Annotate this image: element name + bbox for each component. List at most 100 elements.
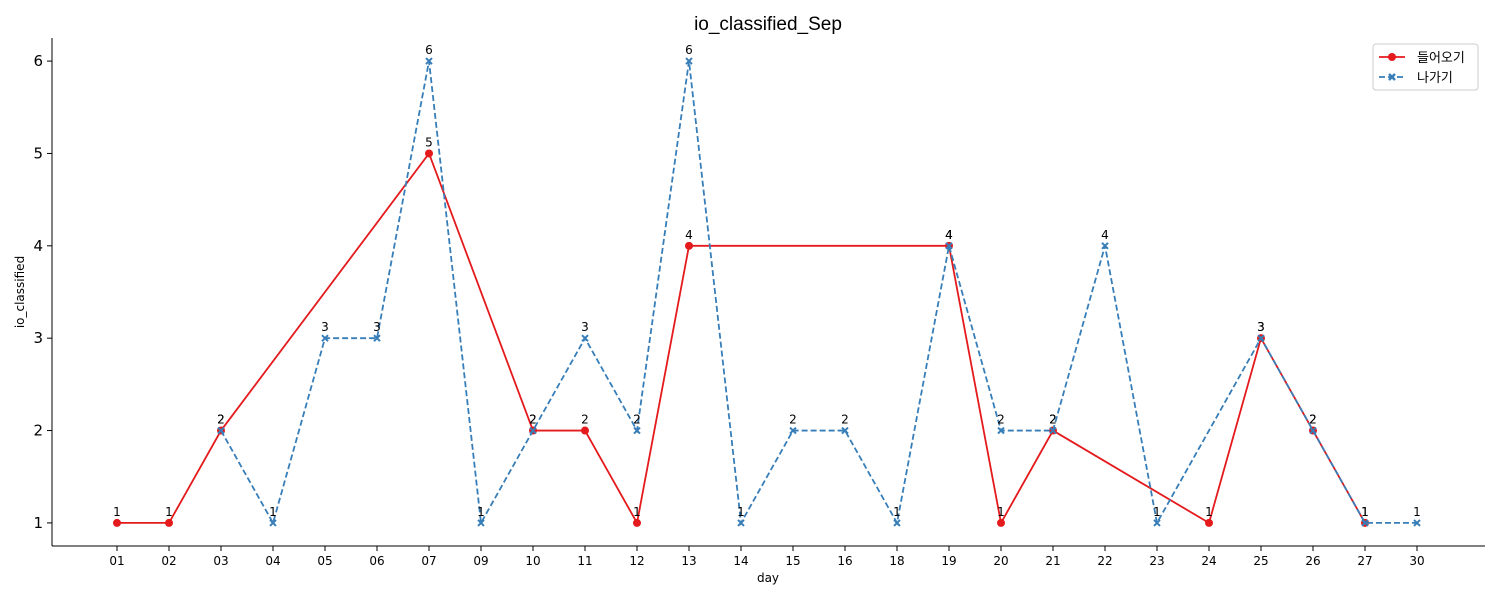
data-point	[737, 519, 745, 527]
x-tick-label: 14	[733, 554, 748, 568]
data-point	[165, 518, 173, 527]
x-tick-label: 23	[1149, 554, 1164, 568]
series-1: 1 1 2 5 2 2 1 4 4 1 2 1 3 2 1	[113, 135, 1369, 527]
data-label: 4	[1101, 228, 1109, 242]
y-tick-label: 4	[33, 237, 43, 255]
data-point	[841, 426, 849, 435]
data-label: 3	[1257, 320, 1265, 334]
legend-label: 들어오기	[1417, 51, 1465, 66]
data-point	[685, 241, 693, 250]
x-tick-label: 21	[1045, 554, 1060, 568]
data-label: 2	[529, 413, 537, 427]
data-label: 6	[425, 43, 433, 57]
data-point	[373, 334, 381, 342]
x-tick-label: 05	[317, 554, 332, 568]
data-label: 3	[321, 320, 329, 334]
data-point	[633, 426, 641, 435]
x-tick-label: 04	[265, 554, 280, 568]
data-point	[529, 426, 537, 435]
data-label: 2	[1309, 413, 1317, 427]
x-tick-label: 19	[941, 554, 956, 568]
data-label: 3	[581, 320, 589, 334]
data-point	[113, 518, 121, 527]
data-point	[1049, 426, 1057, 435]
y-tick-label: 3	[33, 329, 43, 347]
x-tick-label: 25	[1253, 554, 1268, 568]
x-tick-label: 10	[525, 554, 540, 568]
data-label: 1	[1413, 505, 1421, 519]
data-point	[425, 149, 433, 158]
data-label: 2	[581, 413, 589, 427]
data-label: 2	[217, 413, 225, 427]
data-label: 1	[269, 505, 277, 519]
chart-title: io_classified_Sep	[694, 14, 842, 35]
data-label: 1	[1153, 505, 1161, 519]
data-point	[581, 426, 589, 435]
data-point	[893, 519, 901, 527]
x-axis-label: day	[757, 571, 779, 585]
x-tick-label: 09	[473, 554, 488, 568]
data-point	[1101, 242, 1109, 250]
data-label: 2	[1049, 413, 1057, 427]
data-label: 3	[373, 320, 381, 334]
data-point	[1205, 518, 1213, 527]
data-label: 1	[477, 505, 485, 519]
data-point	[633, 518, 641, 527]
series-2: 2 1 3 3 6 1 2 3 2 6 1 2 2 1 4 2 2 4 1 3 2 1 1	[217, 43, 1421, 527]
data-point	[789, 426, 797, 435]
data-point	[1413, 519, 1421, 527]
x-tick-label: 26	[1305, 554, 1320, 568]
data-point	[1153, 519, 1161, 527]
legend-marker	[1388, 53, 1396, 61]
data-label: 2	[633, 413, 641, 427]
data-label: 2	[997, 413, 1005, 427]
x-tick-label: 22	[1097, 554, 1112, 568]
data-label: 4	[945, 228, 953, 242]
data-label: 4	[685, 228, 693, 242]
y-tick-label: 6	[33, 52, 43, 70]
y-axis-label: io_classified	[13, 256, 27, 328]
data-label: 5	[425, 135, 433, 149]
data-label: 1	[1361, 505, 1369, 519]
data-label: 3	[1257, 320, 1265, 334]
x-tick-label: 13	[681, 554, 696, 568]
data-point	[997, 426, 1005, 435]
legend-label: 나가기	[1417, 71, 1453, 86]
data-point	[425, 57, 433, 65]
data-point	[217, 426, 225, 435]
data-label: 1	[997, 505, 1005, 519]
data-point	[685, 57, 693, 65]
series-line	[220, 60, 1417, 526]
data-label: 1	[113, 505, 121, 519]
x-tick-label: 16	[837, 554, 852, 568]
x-tick-label: 01	[109, 554, 124, 568]
data-point	[581, 334, 589, 342]
x-tick-label: 03	[213, 554, 228, 568]
x-tick-label: 11	[577, 554, 592, 568]
data-label: 2	[1309, 413, 1317, 427]
data-point	[269, 519, 277, 527]
y-tick-label: 2	[33, 422, 43, 440]
data-label: 1	[893, 505, 901, 519]
x-tick-label: 30	[1409, 554, 1424, 568]
x-tick-label: 02	[161, 554, 176, 568]
x-tick-label: 24	[1201, 554, 1216, 568]
data-point	[997, 518, 1005, 527]
legend-marker	[1388, 73, 1396, 81]
data-label: 2	[841, 413, 849, 427]
y-tick-label: 1	[33, 514, 43, 532]
data-label: 1	[1205, 505, 1213, 519]
x-tick-label: 20	[993, 554, 1008, 568]
y-tick-label: 5	[33, 144, 43, 162]
data-label: 1	[1361, 505, 1369, 519]
data-point	[321, 334, 329, 342]
data-point	[1309, 426, 1317, 435]
data-label: 1	[165, 505, 173, 519]
data-label: 2	[789, 413, 797, 427]
data-label: 2	[217, 413, 225, 427]
data-label: 2	[529, 413, 537, 427]
data-point	[477, 519, 485, 527]
